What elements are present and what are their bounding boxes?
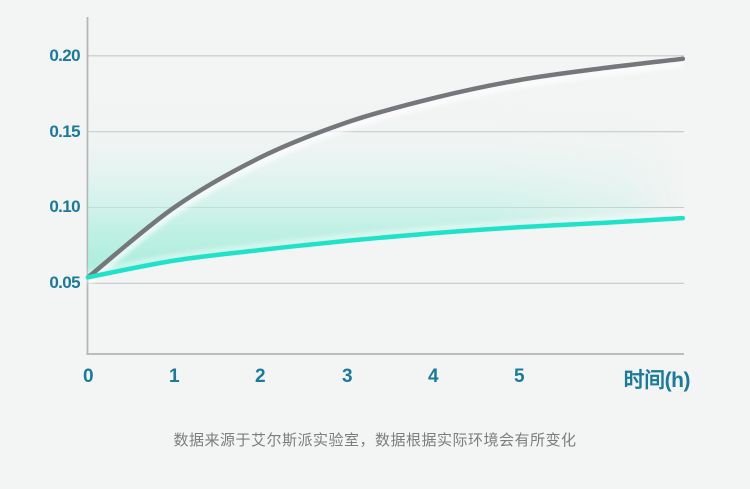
y-tick-label: 0.20 (49, 46, 80, 65)
x-tick-label: 5 (514, 366, 525, 387)
x-tick-label: 0 (83, 366, 94, 387)
lower-curve-line (85, 215, 686, 280)
x-tick-label: 3 (342, 366, 353, 387)
lower-curve-glow (87, 211, 683, 276)
upper-curve-line (85, 56, 686, 280)
x-tick-label: 2 (255, 366, 266, 387)
y-tick-label: 0.05 (49, 273, 80, 292)
x-axis-title: 时间(h) (623, 369, 691, 392)
band-fill (88, 95, 683, 278)
x-tick-label: 4 (428, 366, 439, 387)
upper-curve-glow (85, 60, 684, 285)
x-tick-label: 1 (169, 366, 180, 387)
y-tick-label: 0.15 (49, 122, 80, 141)
caption: 数据来源于艾尔斯派实验室，数据根据实际环境会有所变化 (173, 432, 577, 449)
y-tick-label: 0.10 (49, 197, 80, 216)
